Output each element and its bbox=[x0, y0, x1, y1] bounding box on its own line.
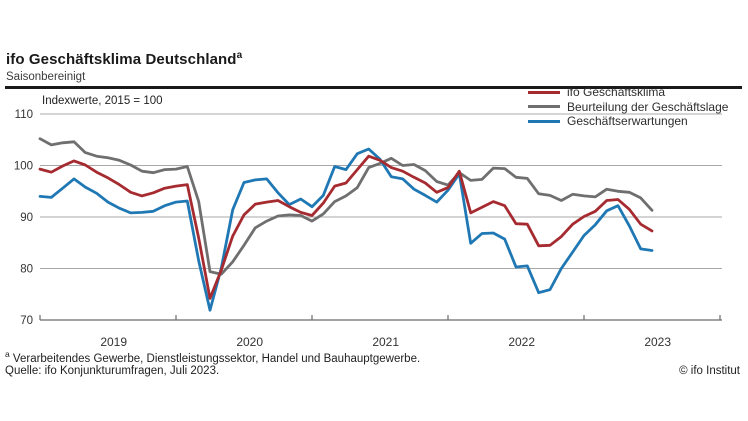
series-line-1 bbox=[38, 137, 654, 276]
legend-label: ifo Geschäftsklima bbox=[567, 85, 666, 100]
y-axis-tick-label: 110 bbox=[15, 109, 33, 121]
legend-label: Beurteilung der Geschäftslage bbox=[567, 99, 729, 114]
y-axis-tick-label: 90 bbox=[20, 212, 33, 224]
footnote-text: Verarbeitendes Gewerbe, Dienstleistungss… bbox=[9, 352, 421, 365]
axis-unit-note: Indexwerte, 2015 = 100 bbox=[42, 95, 163, 107]
page-title: ifo Geschäftsklima Deutschlanda bbox=[6, 50, 242, 68]
y-axis-tick-label: 100 bbox=[14, 161, 33, 173]
legend-swatch-klima bbox=[528, 90, 560, 94]
footnote-marker: a bbox=[5, 349, 10, 359]
series-line-0 bbox=[38, 154, 654, 300]
legend-swatch-erwartungen bbox=[528, 119, 560, 123]
footnote: a Verarbeitendes Gewerbe, Dienstleistung… bbox=[5, 349, 420, 365]
x-axis-year-label: 2023 bbox=[644, 335, 671, 349]
page-title-text: ifo Geschäftsklima Deutschland bbox=[6, 51, 237, 68]
legend-item: ifo Geschäftsklima bbox=[528, 85, 728, 100]
chart-subtitle: Saisonbereinigt bbox=[6, 71, 86, 83]
copyright-note: © ifo Institut bbox=[679, 365, 740, 377]
legend-item: Beurteilung der Geschäftslage bbox=[528, 100, 728, 115]
legend-label: Geschäftserwartungen bbox=[567, 114, 688, 129]
x-axis-year-label: 2020 bbox=[236, 335, 263, 349]
source-note: Quelle: ifo Konjunkturumfragen, Juli 202… bbox=[5, 365, 220, 377]
x-axis-year-label: 2019 bbox=[100, 335, 127, 349]
legend-swatch-lage bbox=[528, 105, 560, 109]
x-axis-year-label: 2022 bbox=[508, 335, 535, 349]
legend-item: Geschäftserwartungen bbox=[528, 114, 728, 129]
series-line-2 bbox=[38, 147, 654, 312]
x-axis-year-label: 2021 bbox=[372, 335, 399, 349]
y-axis-tick-label: 80 bbox=[20, 264, 33, 276]
header-divider bbox=[5, 86, 742, 89]
y-axis-tick-label: 70 bbox=[20, 315, 33, 327]
title-footnote-marker: a bbox=[236, 50, 243, 61]
chart-legend: ifo Geschäftsklima Beurteilung der Gesch… bbox=[528, 85, 728, 129]
